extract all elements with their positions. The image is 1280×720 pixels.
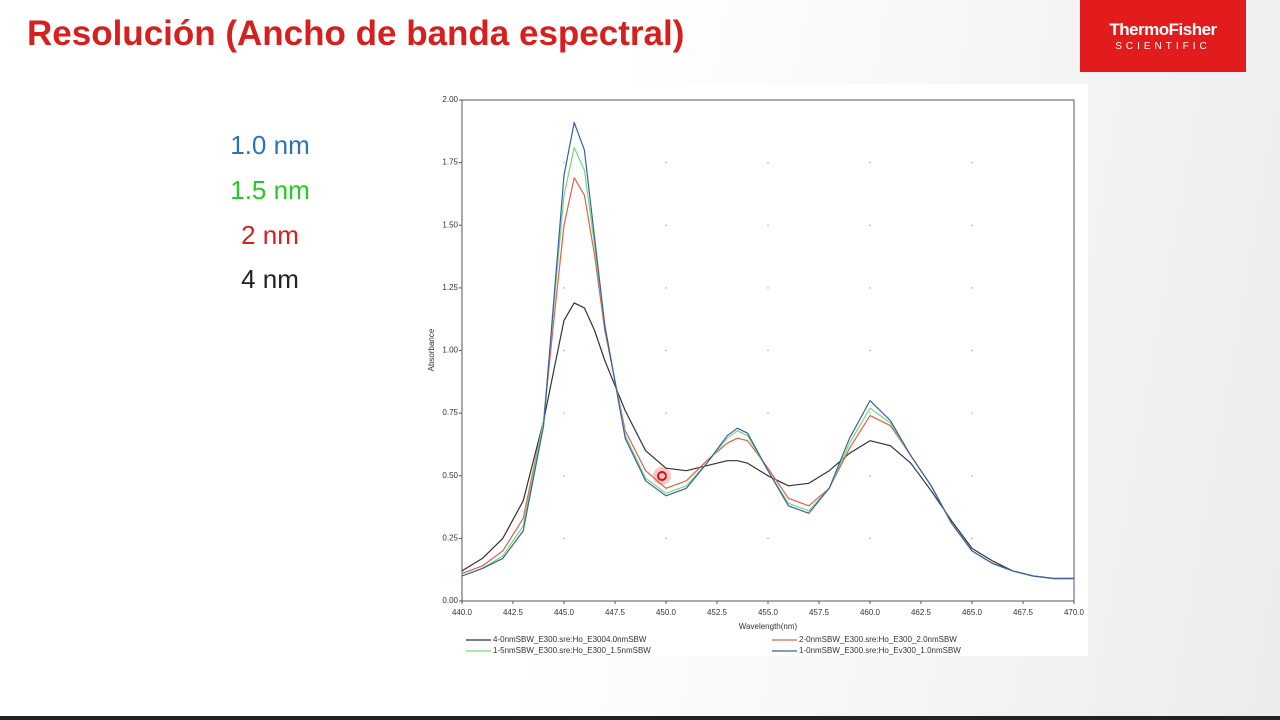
y-tick-label: 1.75 (442, 158, 458, 167)
x-axis-title: Wavelength(nm) (739, 622, 798, 631)
x-tick-label: 445.0 (554, 608, 575, 617)
x-tick-label: 440.0 (452, 608, 473, 617)
bandwidth-label: 1.5 nm (230, 175, 310, 205)
x-tick-label: 442.5 (503, 608, 524, 617)
y-tick-label: 1.50 (442, 220, 458, 229)
y-tick-label: 2.00 (442, 95, 458, 104)
x-tick-label: 467.5 (1013, 608, 1034, 617)
series-line (461, 302, 1074, 580)
cursor-halo (653, 467, 671, 485)
legend-label: 1-5nmSBW_E300.sre:Ho_E300_1.5nmSBW (493, 646, 651, 655)
y-axis-title: Absorbance (427, 328, 436, 371)
x-tick-label: 450.0 (656, 608, 677, 617)
x-tick-label: 457.5 (809, 608, 830, 617)
bandwidth-label: 1.0 nm (230, 130, 310, 160)
y-tick-label: 1.00 (442, 346, 458, 355)
legend-label: 4-0nmSBW_E300.sre:Ho_E3004.0nmSBW (493, 635, 647, 644)
slide-title: Resolución (Ancho de banda espectral) (27, 14, 685, 53)
chart-panel (430, 84, 1088, 656)
y-tick-label: 0.50 (442, 471, 458, 480)
x-tick-label: 447.5 (605, 608, 626, 617)
x-tick-label: 465.0 (962, 608, 983, 617)
x-tick-label: 462.5 (911, 608, 932, 617)
y-tick-label: 1.25 (442, 283, 458, 292)
logo-text: ThermoFisher (1109, 20, 1217, 39)
x-tick-label: 452.5 (707, 608, 728, 617)
bandwidth-label: 4 nm (241, 264, 299, 294)
y-tick-label: 0.25 (442, 533, 458, 542)
series-line (461, 121, 1074, 580)
x-tick-label: 460.0 (860, 608, 881, 617)
y-tick-label: 0.00 (442, 596, 458, 605)
bandwidth-label: 2 nm (241, 220, 299, 250)
legend-label: 2-0nmSBW_E300.sre:Ho_E300_2.0nmSBW (799, 635, 957, 644)
x-tick-label: 455.0 (758, 608, 779, 617)
logo: ThermoFisher SCIENTIFIC (1080, 0, 1246, 72)
logo-subtext: SCIENTIFIC (1115, 41, 1211, 52)
bottom-bar (0, 716, 1280, 720)
legend-label: 1-0nmSBW_E300.sre:Ho_Ev300_1.0nmSBW (799, 646, 961, 655)
x-tick-label: 470.0 (1064, 608, 1085, 617)
y-tick-label: 0.75 (442, 408, 458, 417)
